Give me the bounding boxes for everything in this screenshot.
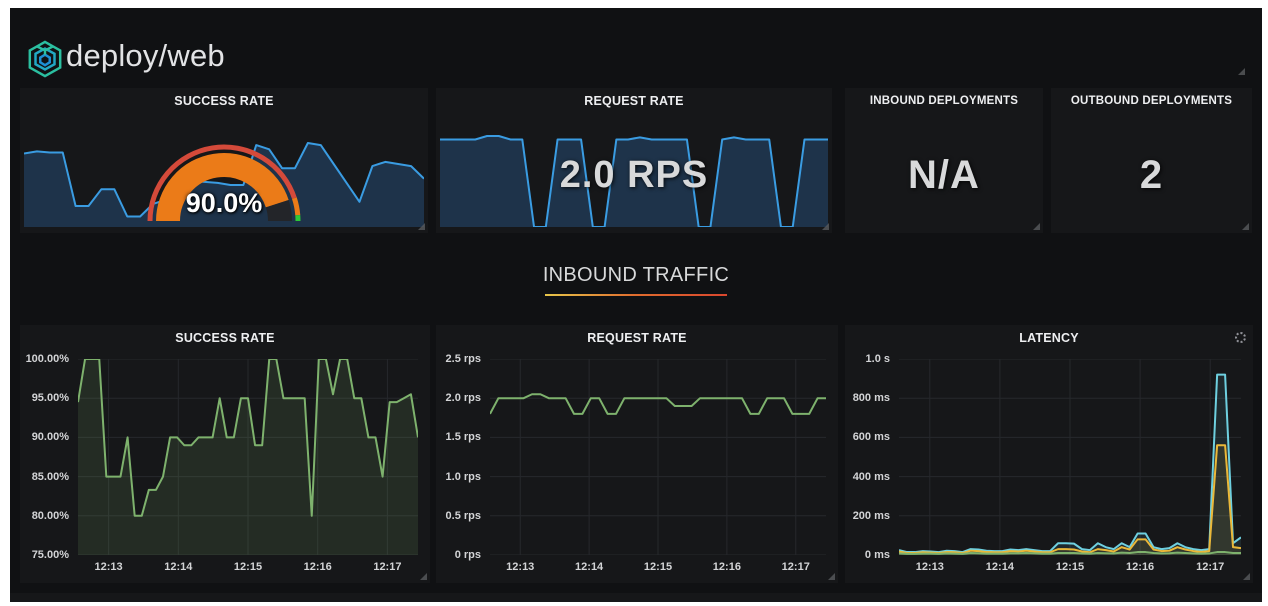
y-tick-label: 0.5 rps: [445, 509, 481, 522]
x-tick-label: 12:16: [1126, 561, 1155, 573]
panel-outbound-deployments: OUTBOUND DEPLOYMENTS 2: [1051, 88, 1252, 233]
x-tick-label: 12:15: [1055, 561, 1085, 573]
x-tick-label: 12:13: [915, 561, 944, 573]
y-axis-labels: 2.5 rps 2.0 rps 1.5 rps 1.0 rps 0.5 rps 0 rps: [436, 353, 481, 561]
x-tick-label: 12:16: [712, 561, 741, 573]
y-tick-label: 0 ms: [864, 549, 890, 561]
latency-chart[interactable]: [899, 359, 1241, 555]
x-tick-label: 12:14: [575, 561, 604, 573]
y-tick-label: 400 ms: [852, 470, 890, 483]
resize-handle[interactable]: [1242, 223, 1249, 230]
x-tick-label: 12:15: [233, 561, 263, 573]
x-tick-label: 12:13: [506, 561, 535, 573]
x-tick-label: 12:17: [373, 561, 402, 573]
success-rate-gauge: 90.0%: [135, 125, 313, 227]
y-tick-label: 1.0 s: [865, 353, 890, 365]
resize-handle[interactable]: [420, 573, 427, 580]
y-tick-label: 800 ms: [852, 392, 890, 405]
linkerd-logo-icon: [28, 40, 62, 78]
y-tick-label: 75.00%: [31, 549, 69, 561]
x-tick-label: 12:14: [164, 561, 193, 573]
section-inbound-traffic: INBOUND TRAFFIC: [10, 264, 1262, 296]
y-tick-label: 200 ms: [852, 509, 890, 522]
y-axis-labels: 100.00% 95.00% 90.00% 85.00% 80.00% 75.00%: [20, 353, 69, 561]
x-tick-label: 12:15: [643, 561, 673, 573]
x-axis-labels: 12:13 12:14 12:15 12:16 12:17: [490, 561, 826, 577]
panel-title[interactable]: SUCCESS RATE: [174, 94, 274, 108]
success-rate-sparkline[interactable]: [24, 122, 424, 227]
panel-success-rate-graph: SUCCESS RATE 100.00% 95.00% 90.00% 85.00% 80…: [20, 325, 430, 583]
x-axis-labels: 12:13 12:14 12:15 12:16 12:17: [899, 561, 1241, 577]
dashboard-title: deploy/web: [66, 38, 225, 73]
resize-handle[interactable]: [1033, 223, 1040, 230]
x-tick-label: 12:14: [985, 561, 1014, 573]
panel-inbound-deployments: INBOUND DEPLOYMENTS N/A: [845, 88, 1043, 233]
y-tick-label: 100.00%: [25, 353, 69, 365]
panel-title[interactable]: OUTBOUND DEPLOYMENTS: [1070, 95, 1233, 107]
y-tick-label: 80.00%: [31, 509, 69, 522]
resize-handle[interactable]: [1243, 573, 1250, 580]
request-rate-sparkline[interactable]: [440, 122, 828, 227]
panel-title[interactable]: LATENCY: [1019, 331, 1079, 345]
next-row-panel-edge: [10, 593, 1262, 602]
panel-latency-graph: LATENCY 1.0 s 800 ms 600 ms 400 ms 200 ms 0 m…: [845, 325, 1253, 583]
success-rate-chart[interactable]: [78, 359, 418, 555]
resize-handle[interactable]: [822, 223, 829, 230]
y-tick-label: 1.5 rps: [445, 431, 481, 444]
panel-request-rate-graph: REQUEST RATE 2.5 rps 2.0 rps 1.5 rps 1.0 rp…: [436, 325, 838, 583]
y-tick-label: 600 ms: [852, 431, 890, 444]
y-tick-label: 95.00%: [31, 392, 69, 405]
panel-request-rate-stat: REQUEST RATE 2.0 RPS: [436, 88, 832, 233]
x-tick-label: 12:17: [781, 561, 810, 573]
y-tick-label: 0 rps: [454, 549, 481, 561]
resize-handle[interactable]: [1238, 68, 1245, 75]
resize-handle[interactable]: [828, 573, 835, 580]
outbound-deployments-value: 2: [1139, 153, 1164, 197]
panel-title[interactable]: REQUEST RATE: [587, 331, 687, 345]
gauge-value: 90.0%: [185, 188, 263, 218]
panel-success-rate-stat: SUCCESS RATE 90.0%: [20, 88, 428, 233]
y-tick-label: 2.5 rps: [445, 353, 481, 365]
panel-title[interactable]: REQUEST RATE: [584, 94, 684, 108]
y-axis-labels: 1.0 s 800 ms 600 ms 400 ms 200 ms 0 ms: [845, 353, 890, 561]
x-tick-label: 12:17: [1196, 561, 1225, 573]
request-rate-chart[interactable]: [490, 359, 826, 555]
request-rate-value: 2.0 RPS: [559, 154, 709, 196]
y-tick-label: 85.00%: [31, 470, 69, 483]
x-tick-label: 12:16: [303, 561, 332, 573]
y-tick-label: 2.0 rps: [445, 392, 481, 405]
dashboard: deploy/web SUCCESS RATE 90.0% REQUEST RA…: [10, 8, 1262, 602]
panel-title[interactable]: SUCCESS RATE: [175, 331, 275, 345]
x-axis-labels: 12:13 12:14 12:15 12:16 12:17: [78, 561, 418, 577]
inbound-deployments-value: N/A: [908, 153, 980, 197]
x-tick-label: 12:13: [94, 561, 123, 573]
loading-spinner-icon: [1235, 332, 1246, 343]
y-tick-label: 1.0 rps: [445, 470, 481, 483]
resize-handle[interactable]: [418, 223, 425, 230]
section-underline: [545, 294, 727, 296]
panel-title[interactable]: INBOUND DEPLOYMENTS: [869, 95, 1019, 107]
section-title: INBOUND TRAFFIC: [542, 264, 730, 286]
y-tick-label: 90.00%: [31, 431, 69, 444]
